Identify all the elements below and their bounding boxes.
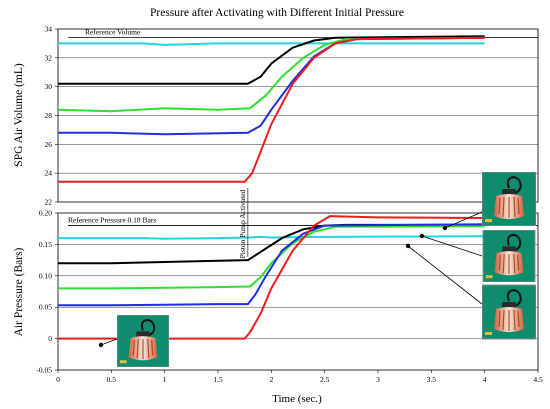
bottom-series-red — [58, 215, 485, 340]
pump-activated-label: Piston Pump Activated — [238, 189, 247, 258]
callout-line-middle — [421, 235, 483, 257]
x-axis-label: Time (sec.) — [272, 393, 322, 405]
callout-dot-top — [442, 225, 448, 231]
callout-dot-bottom — [405, 243, 411, 249]
callout-line-top — [444, 211, 483, 229]
x-tick-label: 2.5 — [320, 375, 330, 384]
x-tick-label: 4.5 — [533, 375, 543, 384]
pump-activated-marker: Piston Pump Activated — [238, 188, 249, 258]
bottom-panel: -0.05 0 0.05 0.10 0.15 0.20 Reference Pressur… — [13, 209, 539, 375]
top-y-tick-label: 24 — [45, 169, 53, 178]
bottom-series-green — [58, 225, 485, 290]
bottom-y-tick-label: 0.20 — [39, 209, 52, 218]
top-series-green — [57, 36, 485, 113]
x-tick-label: 3 — [376, 375, 380, 384]
top-y-tick-label: 34 — [45, 25, 53, 34]
x-tick-label: 4 — [483, 375, 487, 384]
top-y-tick-label: 22 — [45, 198, 53, 207]
top-y-tick-label: 30 — [45, 82, 53, 91]
reference-pressure-label: Reference Pressure 0.18 Bars — [68, 216, 156, 225]
reference-volume-label: Reference Volume — [85, 28, 141, 37]
x-tick-label: 0 — [56, 375, 60, 384]
bottom-series — [58, 215, 485, 340]
x-tick-label: 1 — [163, 375, 167, 384]
x-tick-label: 3.5 — [427, 375, 437, 384]
bottom-y-tick-label: 0.15 — [39, 240, 52, 249]
x-tick-label: 1.5 — [213, 375, 223, 384]
top-series-red — [58, 36, 485, 183]
top-panel: 22 24 26 28 30 32 34 Reference Volume SPG Air … — [13, 25, 539, 207]
x-tick-label: 2 — [269, 375, 273, 384]
chart-title: Pressure after Activating with Different… — [150, 7, 404, 19]
top-series-cyan — [58, 42, 485, 46]
bottom-y-tick-label: 0.10 — [39, 271, 52, 280]
callout-dot-middle — [419, 233, 425, 239]
device-photo-middle — [482, 230, 536, 282]
bottom-y-axis-label: Air Pressure (Bars) — [13, 247, 25, 336]
top-y-tick-label: 28 — [45, 111, 53, 120]
device-photo-deflated — [117, 315, 169, 367]
top-y-axis-label: SPG Air Volume (mL) — [13, 63, 25, 167]
bottom-y-tick-label: -0.05 — [36, 366, 52, 375]
top-y-tick-label: 26 — [45, 140, 53, 149]
x-ticks: 0 0.5 1 1.5 2 2.5 3 3.5 4 4.5 — [56, 370, 543, 384]
device-photo-bottom — [482, 284, 536, 340]
bottom-y-tick-label: 0.05 — [39, 303, 52, 312]
top-series — [57, 35, 485, 183]
bottom-y-tick-label: 0 — [48, 334, 52, 343]
callout-line-bottom — [407, 245, 483, 305]
callout-dot-red — [98, 342, 104, 348]
top-y-tick-label: 32 — [45, 53, 53, 62]
top-y-ticks: 22 24 26 28 30 32 34 — [45, 25, 538, 207]
x-tick-label: 0.5 — [107, 375, 117, 384]
callout-line-red — [100, 338, 118, 346]
device-callouts — [98, 211, 483, 348]
device-photo-top — [482, 172, 536, 226]
top-series-black — [58, 35, 485, 85]
